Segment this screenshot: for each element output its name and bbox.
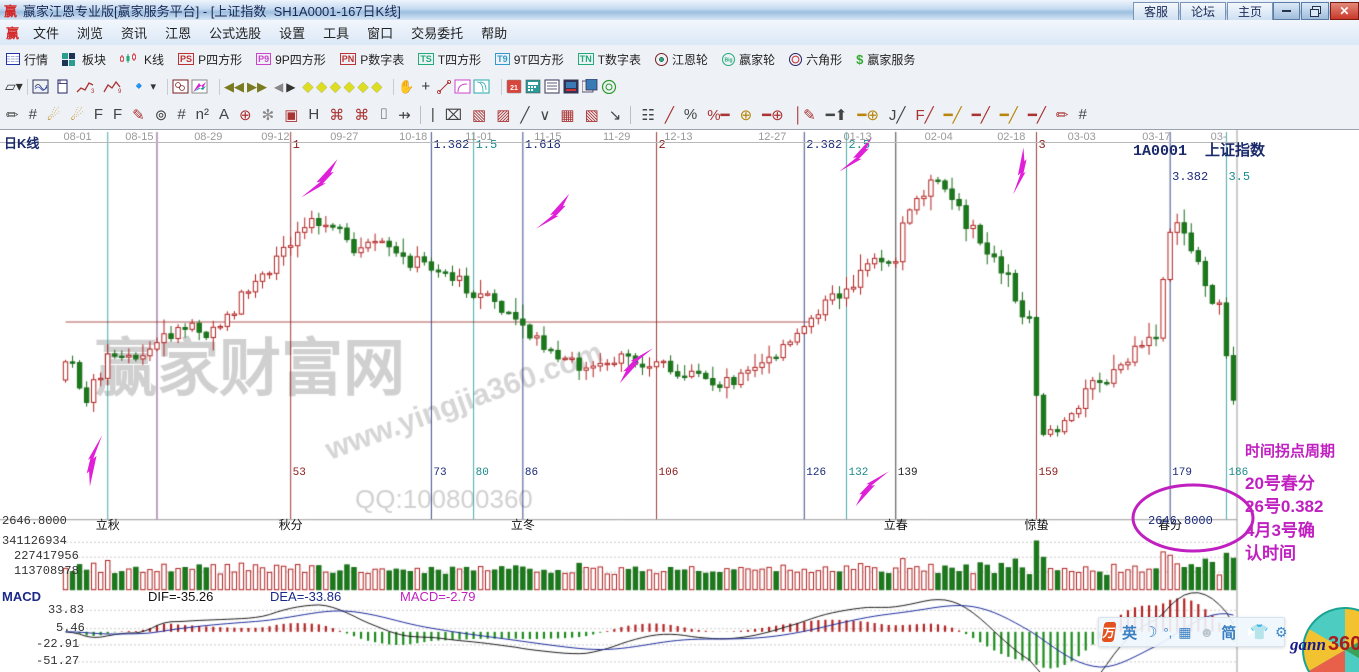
svg-text:21: 21 <box>510 85 518 92</box>
svg-text:3: 3 <box>91 89 95 94</box>
svg-text:Big: Big <box>725 57 733 63</box>
svg-text:9: 9 <box>118 89 122 94</box>
